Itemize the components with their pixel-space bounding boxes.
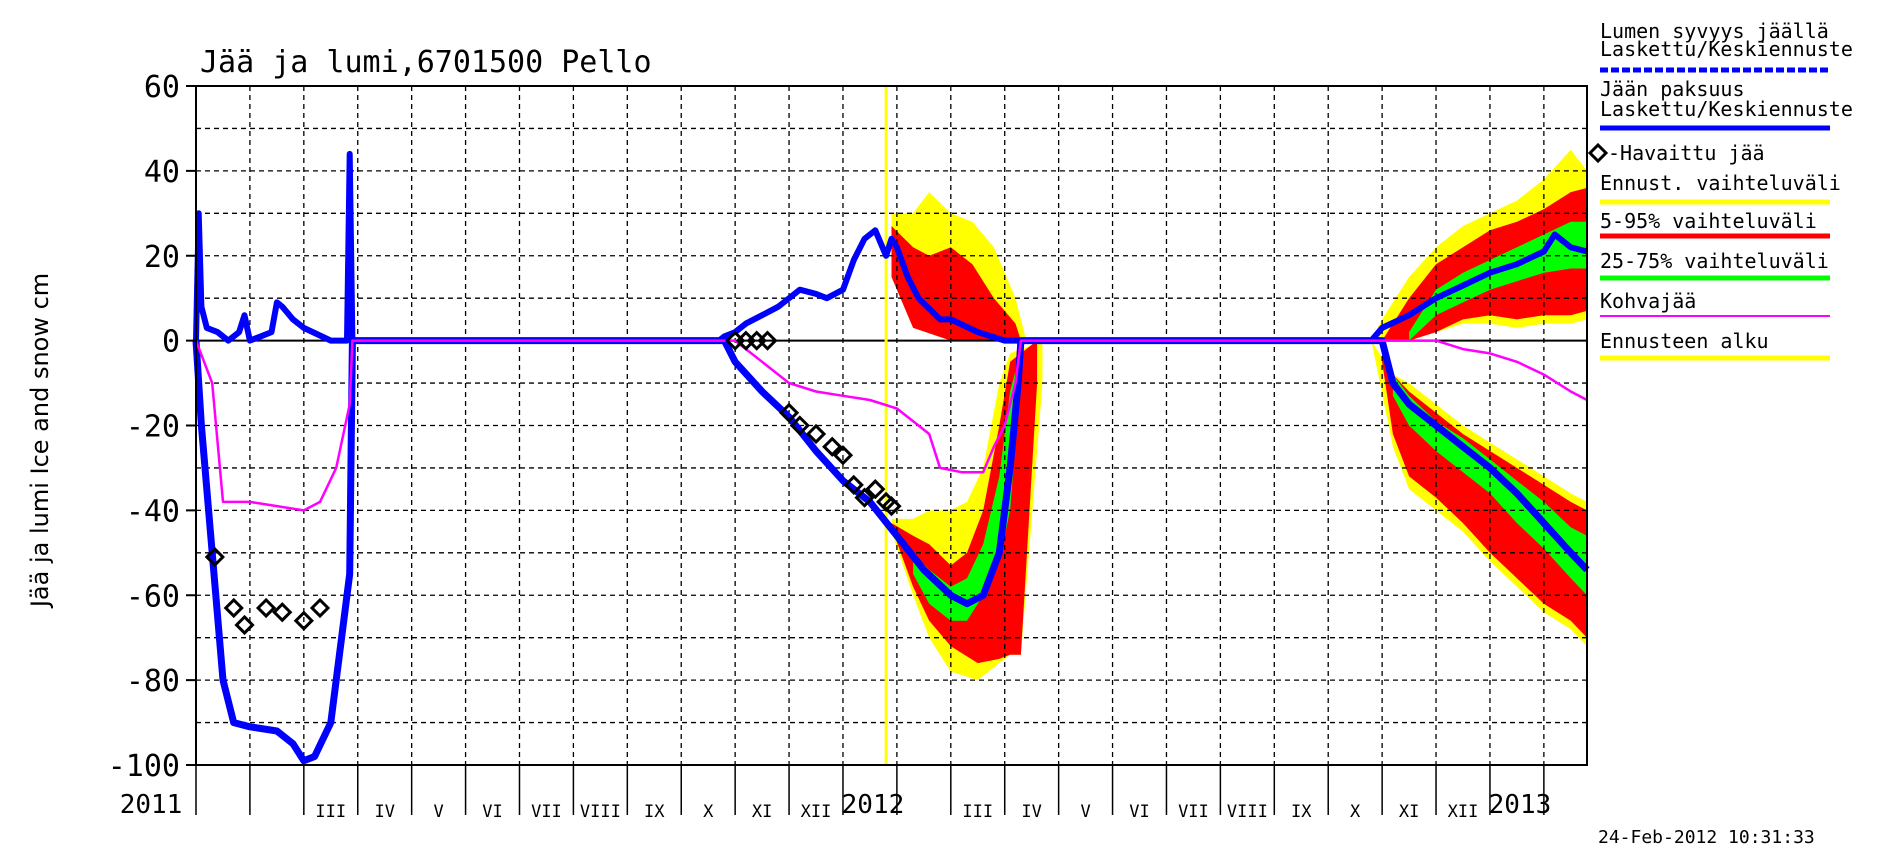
observed-ice-point-1 [223,597,244,619]
observed-ice-point-17 [854,487,875,508]
observed-ice-point-13 [805,423,827,445]
legend-item-6: Kohvajää [1600,289,1830,317]
y-tick-label-0: 60 [144,70,180,105]
band-4 [913,340,1024,621]
observed-ice-point-11 [778,402,800,423]
y-tick-label-1: 40 [144,155,180,190]
observed-ice-point-15 [832,445,854,466]
observed-ice-point-16 [843,474,864,496]
x-tick-label-0: III [315,802,346,822]
x-tick-label-4: VII [531,802,562,822]
x-tick-label-8: XI [752,802,772,822]
x-tick-label-1: IV [374,802,394,822]
legend-item-4: 5-95% vaihteluväli [1600,209,1830,239]
observed-ice-point-5 [293,610,314,631]
legend: Lumen syvyys jäälläLaskettu/Keskiennuste… [1587,19,1853,361]
legend-label2-1: Laskettu/Keskiennuste [1600,97,1853,121]
legend-item-7: Ennusteen alku [1600,329,1830,361]
band-9 [1382,340,1587,638]
legend-item-3: Ennust. vaihteluväli [1600,171,1841,205]
x-tick-label-17: X [1350,802,1361,822]
year-label-1: 2012 [842,790,905,820]
markers-layer [204,330,902,636]
timestamp: 24-Feb-2012 10:31:33 [1598,827,1815,848]
y-tick-label-2: 20 [144,240,180,275]
chart-title: Jää ja lumi,6701500 Pello [200,45,652,80]
observed-ice-point-18 [865,479,886,500]
legend-label-1: Jään paksuus [1600,77,1745,101]
x-tick-label-7: X [703,802,714,822]
y-tick-label-6: -60 [126,579,180,614]
x-tick-label-9: XII [801,802,832,822]
observed-ice-point-6 [309,597,331,619]
x-tick-label-16: IX [1291,802,1312,822]
x-tick-label-10: III [962,802,993,822]
y-axis-label: Jää ja lumi Ice and snow cm [26,273,54,609]
observed-ice-point-3 [255,597,277,619]
observed-ice-point-4 [272,602,293,623]
y-tick-label-5: -40 [126,494,180,529]
band-1 [891,226,1021,341]
year-label-0: 2011 [120,790,183,820]
x-tick-label-18: XI [1399,802,1419,822]
year-label-2: 2013 [1489,790,1552,820]
observed-ice-point-2 [234,614,255,636]
x-tick-label-3: VI [482,802,502,822]
legend-label-0: Lumen syvyys jäällä [1600,19,1829,43]
y-tick-label-4: -20 [126,410,180,445]
x-tick-label-11: IV [1021,802,1041,822]
legend-swatch-2 [1587,142,1609,164]
observed-ice-point-12 [789,415,810,436]
y-tick-label-7: -80 [126,664,180,699]
observed-ice-point-14 [822,436,843,457]
legend-label-5: 25-75% vaihteluväli [1600,249,1829,273]
x-tick-label-2: V [433,802,443,822]
legend-label2-0: Laskettu/Keskiennuste [1600,37,1853,61]
series-line-0 [193,150,1588,344]
x-tick-label-5: VIII [580,802,621,822]
y-tick-label-3: 0 [162,325,180,360]
x-tick-label-6: IX [644,802,665,822]
observed-ice-point-10 [757,330,778,351]
legend-label-6: Kohvajää [1600,289,1696,313]
legend-item-2: -Havaittu jää [1587,141,1765,165]
x-tick-label-19: XII [1448,802,1479,822]
legend-label-7: Ennusteen alku [1600,329,1769,353]
observed-ice-point-0 [204,546,225,568]
x-tick-label-13: VI [1129,802,1149,822]
legend-label-2: -Havaittu jää [1608,141,1765,165]
x-tick-label-14: VII [1178,802,1209,822]
observed-ice-point-20 [881,496,902,517]
x-tick-label-15: VIII [1227,802,1268,822]
legend-label-4: 5-95% vaihteluväli [1600,209,1817,233]
legend-label-3: Ennust. vaihteluväli [1600,171,1841,195]
y-tick-label-8: -100 [108,749,180,784]
x-tick-label-12: V [1080,802,1090,822]
legend-item-5: 25-75% vaihteluväli [1600,249,1830,281]
series-line-2 [194,339,1588,512]
